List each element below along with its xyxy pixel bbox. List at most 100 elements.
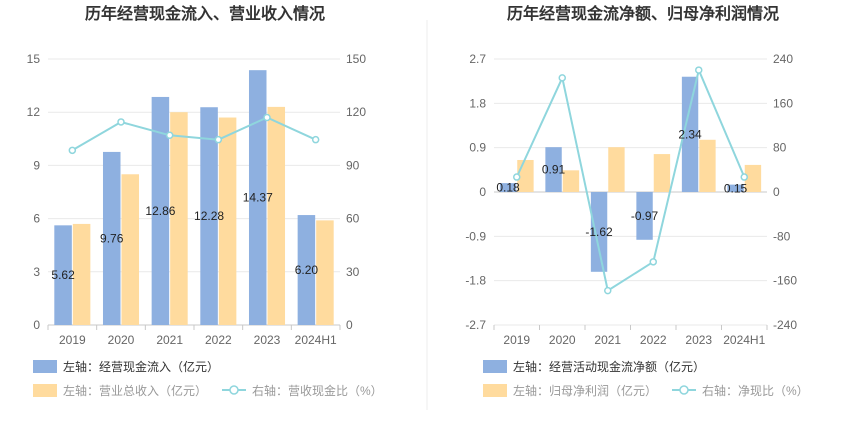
chart1-bar-secondary: [218, 117, 237, 326]
chart1-bar-primary: [248, 70, 267, 325]
chart2-ratio-point: [558, 74, 566, 82]
chart2-bar-secondary: [608, 147, 625, 192]
chart1-bar-primary: [151, 96, 170, 325]
chart2-x-label: 2019: [503, 333, 530, 347]
chart1-data-label: 14.37: [243, 191, 273, 205]
chart1-left-tick: 6: [33, 212, 40, 226]
chart1-bar-primary: [200, 107, 218, 325]
chart1-bar-primary: [102, 151, 121, 325]
chart2-left-tick: -0.9: [465, 229, 486, 243]
chart2-left-tick: -1.8: [465, 274, 486, 288]
chart2-ratio-point: [649, 258, 657, 266]
chart1-ratio-point: [263, 113, 271, 122]
chart2-x-label: 2020: [549, 333, 576, 347]
chart2-x-label: 2022: [640, 333, 667, 347]
chart1-legend-point-symbol: [229, 385, 239, 395]
chart1-bar-secondary: [267, 106, 286, 325]
chart1-ratio-line: [71, 116, 317, 152]
chart2-bar-secondary: [744, 164, 762, 192]
chart1-x-label: 2024H1: [295, 333, 337, 347]
chart1-data-label: 5.62: [51, 268, 75, 282]
chart2-data-label: -0.97: [631, 209, 659, 223]
chart2-bar-primary: [545, 147, 562, 192]
chart1-x-label: 2021: [156, 333, 183, 347]
chart1-data-label: 9.76: [100, 231, 124, 245]
chart1-legend-swatch: [33, 384, 57, 397]
chart1-legend-label: 右轴：营收现金比（%）: [252, 383, 383, 398]
chart2-left-tick: 0: [479, 185, 486, 199]
chart1-right-tick: 30: [346, 265, 360, 279]
chart1-data-label: 6.20: [295, 263, 319, 277]
chart1-x-label: 2023: [254, 333, 281, 347]
chart1-data-label: 12.86: [145, 204, 175, 218]
chart1-ratio-point: [214, 135, 223, 144]
chart1-left-tick: 15: [27, 52, 41, 66]
chart1-ratio-point: [311, 135, 320, 144]
chart2-legend-label: 右轴：净现比（%）: [702, 383, 809, 398]
chart1-ratio-point: [68, 146, 77, 155]
chart1-ratio-point: [117, 118, 125, 126]
chart2-bar-secondary: [653, 154, 671, 192]
chart2-legend-label: 左轴：经营活动现金流净额（亿元）: [513, 359, 705, 374]
chart2-x-label: 2024H1: [723, 333, 765, 347]
chart2-right-tick: 80: [773, 141, 787, 155]
chart1-bar-secondary: [170, 112, 188, 325]
chart1-ratio-point: [165, 131, 174, 140]
chart2-legend-swatch: [483, 384, 507, 397]
chart2-right-tick: -80: [773, 229, 791, 243]
chart1-x-label: 2020: [108, 333, 135, 347]
chart2-ratio-point: [740, 173, 748, 181]
chart2-right-tick: -240: [773, 318, 797, 332]
chart1-left-tick: 12: [27, 105, 41, 119]
chart1-bar-secondary: [316, 220, 334, 325]
chart2-bar-primary: [499, 183, 517, 192]
chart2-data-label: 2.34: [678, 127, 702, 141]
chart1-legend-label: 左轴：经营现金流入（亿元）: [63, 359, 219, 374]
chart2-left-tick: 2.7: [469, 52, 486, 66]
chart2-bar-secondary: [699, 139, 716, 192]
chart1-left-tick: 3: [33, 265, 40, 279]
chart1-right-tick: 60: [346, 212, 360, 226]
chart2-bar-primary: [727, 184, 744, 192]
chart2-bar-primary: [681, 76, 699, 192]
chart1-right-tick: 0: [346, 318, 353, 332]
chart2-title: 历年经营现金流净额、归母净利润情况: [507, 4, 779, 23]
chart1-x-label: 2022: [205, 333, 232, 347]
chart2-data-label: 0.91: [542, 163, 566, 177]
chart2-left-tick: 1.8: [469, 96, 486, 110]
chart1-bar-primary: [54, 225, 72, 325]
chart2-ratio-point: [513, 173, 521, 181]
chart1-bar-primary: [297, 215, 316, 325]
chart2-ratio-line: [515, 66, 746, 293]
chart1-left-tick: 0: [33, 318, 40, 332]
chart2-left-tick: -2.7: [465, 318, 486, 332]
chart2-legend-label: 左轴：归母净利润（亿元）: [513, 383, 657, 398]
chart2-right-tick: 0: [773, 185, 780, 199]
chart1-data-label: 12.28: [194, 209, 224, 223]
chart2-data-label: 0.15: [724, 181, 748, 195]
chart2-ratio-point: [604, 286, 612, 295]
chart1-x-label: 2019: [59, 333, 86, 347]
chart2-right-tick: 240: [773, 52, 793, 66]
chart2-x-label: 2023: [685, 333, 712, 347]
chart2-right-tick: 160: [773, 96, 793, 110]
chart2-legend-point-symbol: [679, 385, 689, 395]
chart1-bar-secondary: [121, 174, 140, 325]
chart2-legend-swatch: [483, 360, 507, 373]
chart2-data-label: -1.62: [585, 225, 613, 239]
chart1-right-tick: 90: [346, 158, 360, 172]
chart1-title: 历年经营现金流入、营业收入情况: [85, 4, 325, 23]
chart1-legend-swatch: [33, 360, 57, 373]
chart2-right-tick: -160: [773, 274, 797, 288]
chart2-data-label: 0.18: [496, 181, 520, 195]
chart1-bar-secondary: [72, 223, 91, 325]
chart1-right-tick: 150: [346, 52, 366, 66]
chart2-bar-primary: [636, 192, 653, 240]
chart1-right-tick: 120: [346, 105, 366, 119]
chart2-bar-primary: [590, 192, 608, 272]
chart1-legend-label: 左轴：营业总收入（亿元）: [63, 383, 207, 398]
chart2-x-label: 2021: [594, 333, 621, 347]
chart2-bar-secondary: [562, 170, 580, 192]
